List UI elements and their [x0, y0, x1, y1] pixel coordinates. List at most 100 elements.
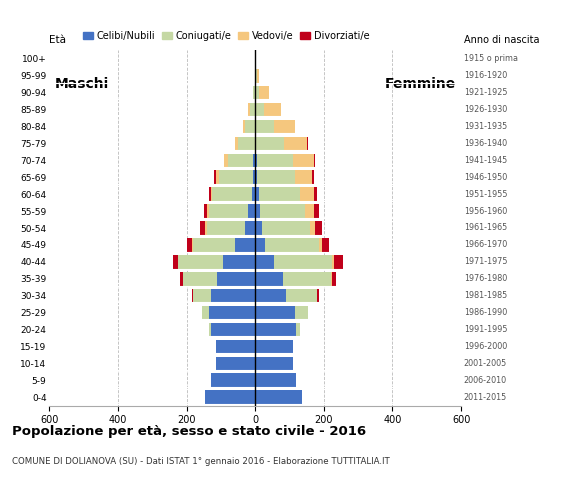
- Bar: [307, 137, 309, 150]
- Text: 1951-1955: 1951-1955: [464, 190, 508, 199]
- Bar: [274, 120, 295, 133]
- Bar: [286, 289, 317, 302]
- Bar: [183, 272, 218, 286]
- Bar: [209, 323, 211, 336]
- Bar: [259, 187, 300, 201]
- Bar: [216, 357, 255, 370]
- Text: Maschi: Maschi: [55, 77, 108, 91]
- Bar: [257, 170, 295, 184]
- Bar: [334, 255, 343, 269]
- Bar: [259, 86, 269, 99]
- Text: 1991-1995: 1991-1995: [464, 325, 508, 334]
- Bar: [173, 255, 178, 269]
- Bar: [238, 137, 255, 150]
- Bar: [248, 204, 255, 218]
- Legend: Celibi/Nubili, Coniugati/e, Vedovi/e, Divorziati/e: Celibi/Nubili, Coniugati/e, Vedovi/e, Di…: [79, 27, 374, 45]
- Bar: [216, 170, 219, 184]
- Bar: [253, 170, 255, 184]
- Text: 1941-1945: 1941-1945: [464, 156, 507, 165]
- Bar: [250, 103, 255, 116]
- Bar: [248, 103, 250, 116]
- Bar: [204, 204, 207, 218]
- Bar: [202, 306, 209, 319]
- Text: 1915 o prima: 1915 o prima: [464, 54, 518, 63]
- Bar: [223, 255, 255, 269]
- Bar: [332, 255, 334, 269]
- Bar: [293, 154, 314, 167]
- Text: 1921-1925: 1921-1925: [464, 88, 508, 97]
- Text: 1916-1920: 1916-1920: [464, 71, 507, 80]
- Bar: [316, 221, 322, 235]
- Text: Età: Età: [49, 36, 66, 45]
- Bar: [255, 357, 293, 370]
- Bar: [282, 272, 331, 286]
- Text: 2001-2005: 2001-2005: [464, 359, 507, 368]
- Bar: [296, 323, 300, 336]
- Bar: [255, 238, 266, 252]
- Bar: [234, 137, 238, 150]
- Bar: [194, 289, 211, 302]
- Bar: [332, 272, 336, 286]
- Bar: [255, 373, 296, 387]
- Bar: [300, 187, 314, 201]
- Bar: [266, 238, 318, 252]
- Bar: [255, 323, 296, 336]
- Bar: [318, 238, 322, 252]
- Bar: [264, 103, 281, 116]
- Bar: [255, 86, 259, 99]
- Text: 1986-1990: 1986-1990: [464, 308, 507, 317]
- Bar: [180, 272, 183, 286]
- Bar: [205, 221, 207, 235]
- Text: 1976-1980: 1976-1980: [464, 274, 507, 283]
- Bar: [187, 238, 192, 252]
- Bar: [207, 204, 209, 218]
- Bar: [274, 255, 332, 269]
- Bar: [205, 390, 255, 404]
- Bar: [255, 306, 295, 319]
- Bar: [255, 170, 257, 184]
- Text: Femmine: Femmine: [385, 77, 456, 91]
- Bar: [255, 103, 264, 116]
- Bar: [255, 390, 302, 404]
- Text: 1966-1970: 1966-1970: [464, 240, 507, 250]
- Bar: [212, 187, 252, 201]
- Bar: [305, 204, 314, 218]
- Bar: [314, 204, 318, 218]
- Bar: [214, 170, 216, 184]
- Text: 1961-1965: 1961-1965: [464, 224, 507, 232]
- Text: 1981-1985: 1981-1985: [464, 291, 507, 300]
- Bar: [314, 187, 317, 201]
- Text: 1931-1935: 1931-1935: [464, 122, 507, 131]
- Bar: [209, 306, 255, 319]
- Bar: [317, 289, 318, 302]
- Bar: [255, 69, 257, 83]
- Bar: [253, 86, 255, 99]
- Bar: [253, 154, 255, 167]
- Bar: [255, 204, 260, 218]
- Bar: [314, 154, 316, 167]
- Bar: [200, 221, 205, 235]
- Bar: [243, 120, 245, 133]
- Bar: [211, 323, 255, 336]
- Bar: [209, 187, 211, 201]
- Bar: [255, 120, 274, 133]
- Bar: [255, 221, 262, 235]
- Bar: [211, 187, 212, 201]
- Text: 1996-2000: 1996-2000: [464, 342, 507, 351]
- Bar: [262, 221, 310, 235]
- Bar: [331, 272, 332, 286]
- Bar: [192, 289, 194, 302]
- Text: 1946-1950: 1946-1950: [464, 173, 507, 182]
- Bar: [255, 272, 282, 286]
- Bar: [255, 137, 284, 150]
- Bar: [245, 120, 255, 133]
- Bar: [255, 340, 293, 353]
- Text: 1926-1930: 1926-1930: [464, 105, 507, 114]
- Text: 1936-1940: 1936-1940: [464, 139, 507, 148]
- Bar: [252, 187, 255, 201]
- Text: Popolazione per età, sesso e stato civile - 2016: Popolazione per età, sesso e stato civil…: [12, 425, 366, 438]
- Bar: [218, 272, 255, 286]
- Bar: [234, 238, 255, 252]
- Bar: [228, 154, 253, 167]
- Bar: [255, 289, 286, 302]
